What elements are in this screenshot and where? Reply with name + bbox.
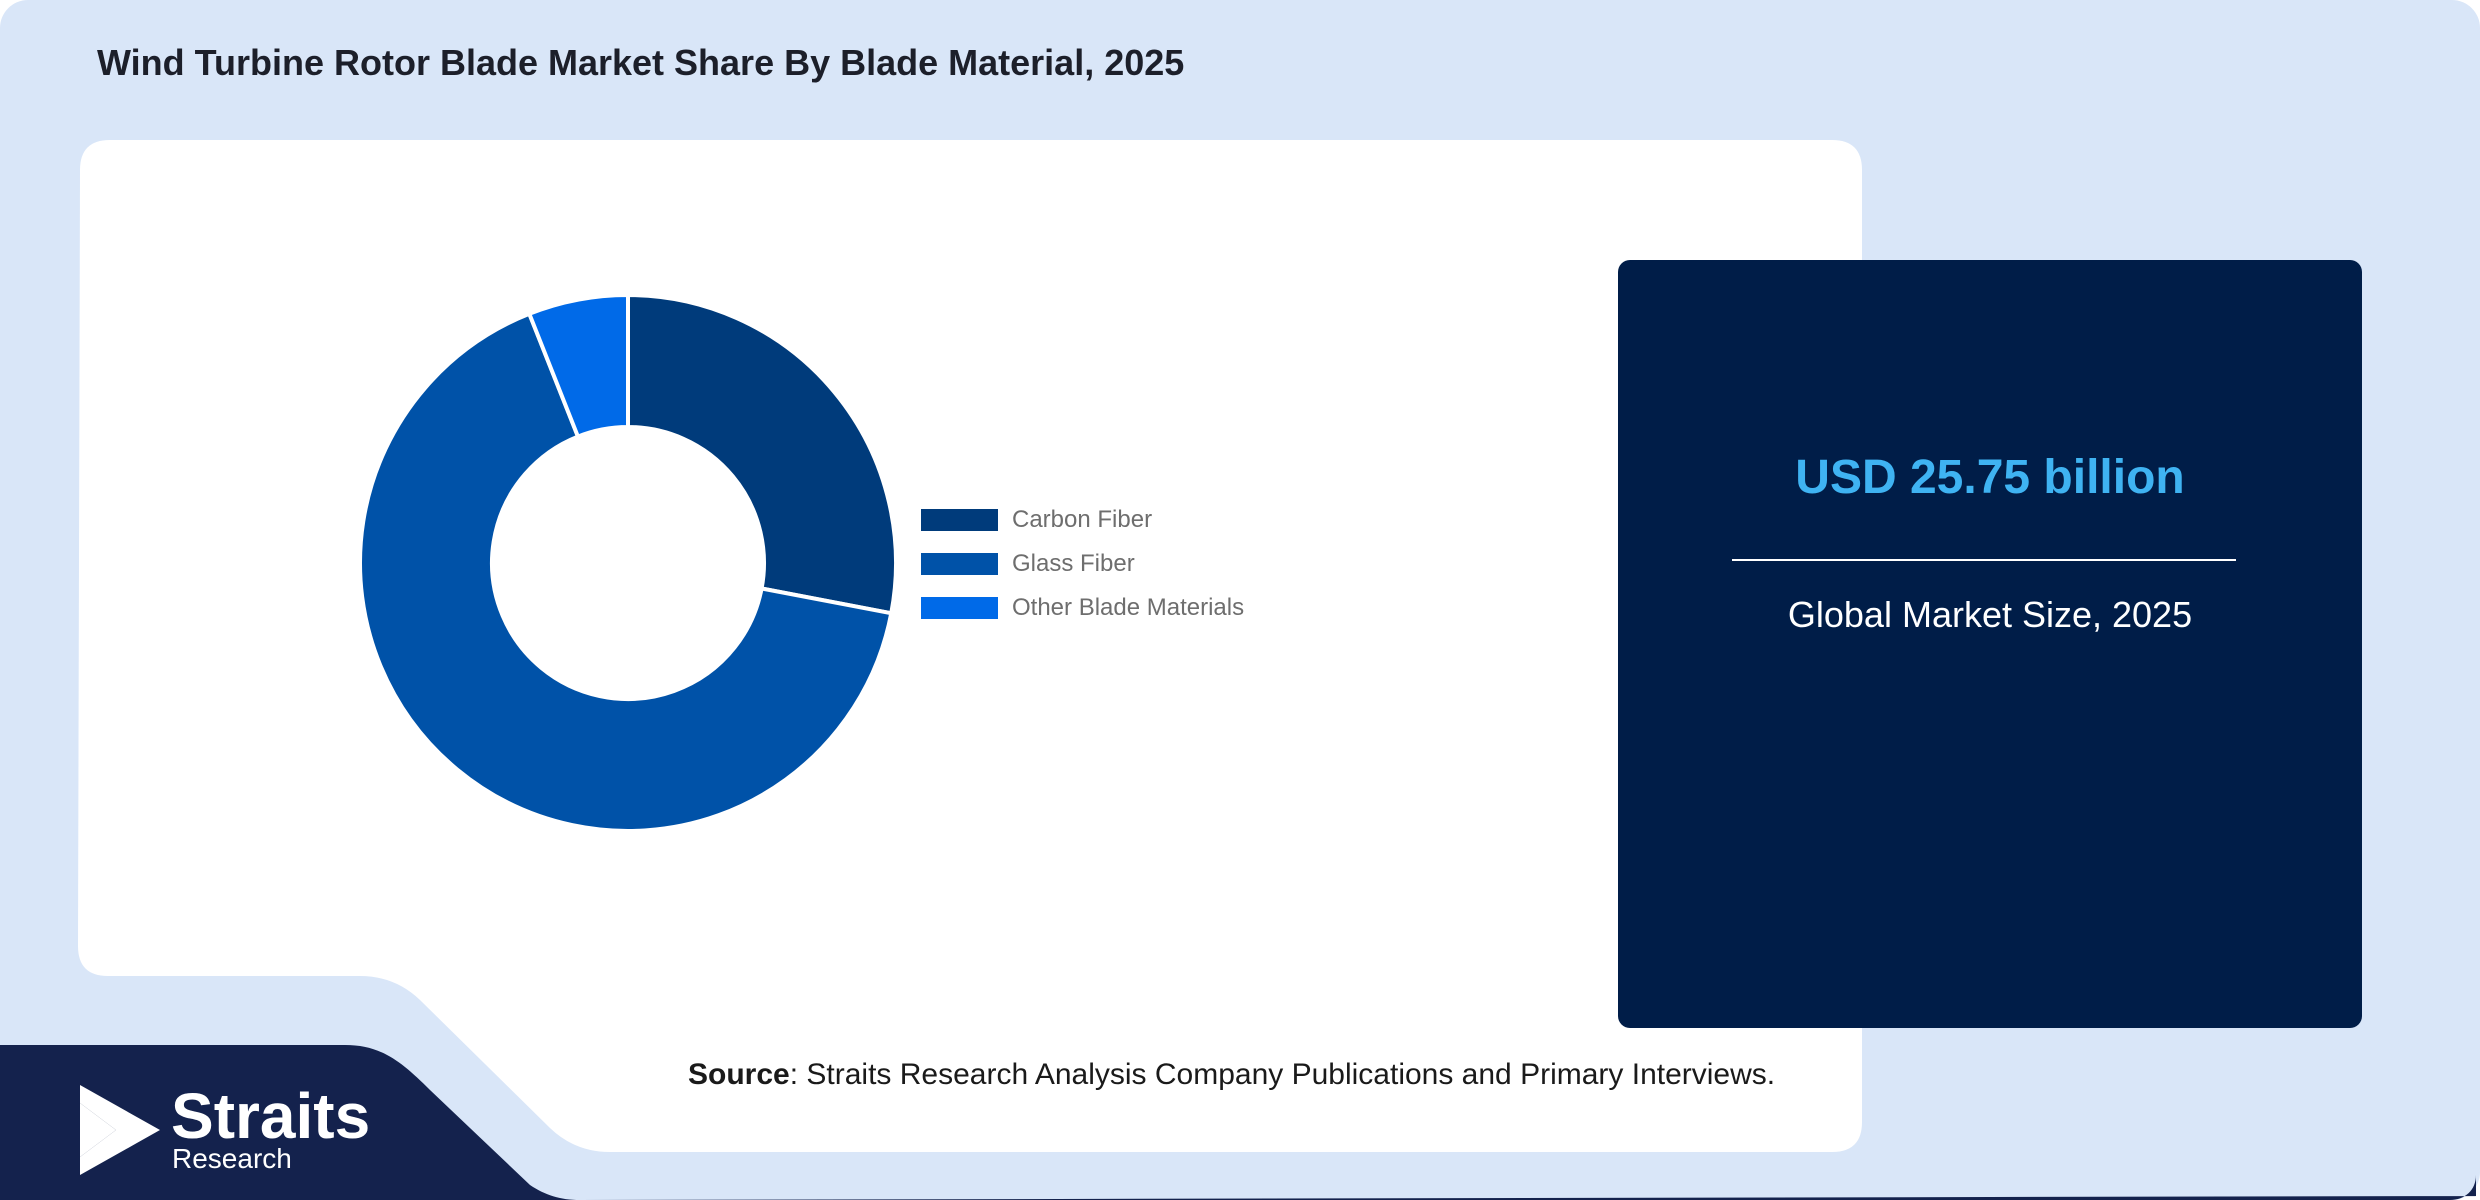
market-size-box: USD 25.75 billion Global Market Size, 20… bbox=[1618, 260, 2362, 1028]
footer-band bbox=[0, 1045, 580, 1200]
page-title: Wind Turbine Rotor Blade Market Share By… bbox=[97, 42, 1185, 83]
legend-label: Other Blade Materials bbox=[1012, 594, 1245, 621]
straits-arrow-icon bbox=[80, 1085, 160, 1175]
donut-slice-glass-fiber bbox=[358, 311, 894, 833]
donut-slice-other-blade-materials bbox=[526, 292, 630, 440]
source-note: Source: Straits Research Analysis Compan… bbox=[688, 1058, 1775, 1092]
legend-swatch bbox=[921, 509, 998, 531]
donut-chart bbox=[358, 292, 898, 833]
legend-item-carbon-fiber: Carbon Fiber bbox=[921, 498, 1244, 542]
divider bbox=[1732, 559, 2236, 561]
donut-slice-carbon-fiber bbox=[626, 292, 898, 616]
market-size-value: USD 25.75 billion bbox=[1795, 451, 2185, 504]
logo-subtitle: Research bbox=[172, 1143, 292, 1174]
source-label: Source bbox=[688, 1058, 790, 1091]
legend-label: Glass Fiber bbox=[1012, 550, 1135, 577]
source-text: : Straits Research Analysis Company Publ… bbox=[789, 1058, 1776, 1091]
legend-item-glass-fiber: Glass Fiber bbox=[921, 542, 1244, 586]
legend-swatch bbox=[921, 553, 998, 575]
chart-legend: Carbon Fiber Glass Fiber Other Blade Mat… bbox=[921, 498, 1244, 630]
legend-swatch bbox=[921, 597, 998, 619]
logo-wordmark: Straits bbox=[171, 1080, 371, 1152]
market-size-label: Global Market Size, 2025 bbox=[1787, 594, 2193, 635]
legend-item-other-blade-materials: Other Blade Materials bbox=[921, 586, 1244, 630]
legend-label: Carbon Fiber bbox=[1012, 506, 1153, 533]
footer-band-edge bbox=[580, 1175, 2476, 1200]
